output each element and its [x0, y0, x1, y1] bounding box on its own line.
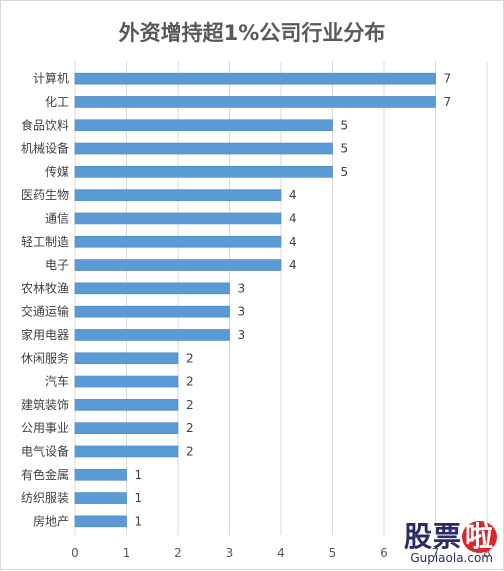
- x-tick-label: 3: [226, 546, 234, 560]
- data-label: 4: [289, 188, 297, 202]
- category-label: 纺织服装: [21, 491, 69, 505]
- x-tick-label: 6: [380, 546, 388, 560]
- data-label: 2: [186, 351, 194, 365]
- bar: [74, 445, 179, 458]
- category-label: 建筑装饰: [21, 397, 69, 412]
- data-label: 7: [444, 72, 452, 86]
- category-label: 休闲服务: [21, 350, 69, 365]
- bar: [74, 189, 282, 201]
- watermark-logo: 股票啦 Gupiaola.com: [381, 515, 499, 565]
- category-label: 有色金属: [21, 467, 69, 482]
- bar: [74, 375, 179, 388]
- bar: [74, 212, 282, 225]
- bar: [74, 119, 333, 132]
- chart-title: 外资增持超1%公司行业分布: [118, 21, 386, 45]
- category-label: 机械设备: [21, 141, 69, 156]
- category-label: 农林牧渔: [21, 281, 69, 295]
- category-label: 电气设备: [21, 443, 69, 458]
- bar: [74, 352, 179, 365]
- bar: [74, 166, 333, 178]
- bar: [74, 399, 179, 411]
- bar: [74, 422, 179, 434]
- x-tick-label: 0: [71, 546, 79, 560]
- x-tick-label: 2: [174, 546, 182, 560]
- x-tick-label: 1: [123, 546, 131, 560]
- category-label: 轻工制造: [21, 235, 69, 249]
- data-label: 1: [135, 468, 143, 482]
- data-label: 4: [289, 235, 297, 249]
- category-label: 交通运输: [21, 304, 69, 319]
- category-label: 公用事业: [21, 421, 69, 435]
- data-label: 5: [341, 118, 349, 132]
- category-label: 传媒: [45, 164, 69, 179]
- data-label: 2: [186, 421, 194, 435]
- data-label: 2: [186, 398, 194, 412]
- bar: [74, 96, 436, 108]
- data-label: 3: [238, 328, 246, 342]
- category-label: 通信: [45, 211, 69, 225]
- bar: [74, 329, 230, 341]
- data-label: 4: [289, 258, 297, 272]
- category-label: 电子: [45, 258, 69, 272]
- category-label: 房地产: [33, 513, 69, 528]
- bar: [74, 259, 282, 271]
- bar: [74, 282, 230, 295]
- bar: [74, 142, 333, 155]
- category-label: 食品饮料: [21, 117, 69, 132]
- data-label: 5: [341, 142, 349, 156]
- data-label: 2: [186, 444, 194, 458]
- bar: [74, 235, 282, 248]
- data-label: 1: [135, 514, 143, 528]
- data-label: 5: [341, 165, 349, 179]
- data-label: 4: [289, 211, 297, 225]
- watermark-logo-text: 股票啦: [404, 515, 497, 555]
- category-label: 家用电器: [21, 327, 69, 342]
- x-tick-label: 8: [483, 546, 491, 560]
- bar: [74, 515, 127, 528]
- x-tick-label: 5: [329, 546, 337, 560]
- bar: [74, 468, 127, 481]
- data-label: 3: [238, 305, 246, 319]
- bar: [74, 305, 230, 318]
- data-label: 3: [238, 281, 246, 295]
- x-tick-label: 4: [277, 546, 285, 560]
- data-label: 1: [135, 491, 143, 505]
- x-tick-label: 7: [432, 546, 440, 560]
- data-label: 7: [444, 95, 452, 109]
- bar: [74, 72, 436, 85]
- watermark-url: Gupiaola.com: [410, 551, 493, 565]
- category-label: 医药生物: [21, 188, 69, 202]
- data-label: 2: [186, 375, 194, 389]
- bar: [74, 492, 127, 504]
- category-label: 计算机: [33, 71, 69, 86]
- category-label: 汽车: [45, 374, 69, 389]
- category-label: 化工: [45, 95, 69, 109]
